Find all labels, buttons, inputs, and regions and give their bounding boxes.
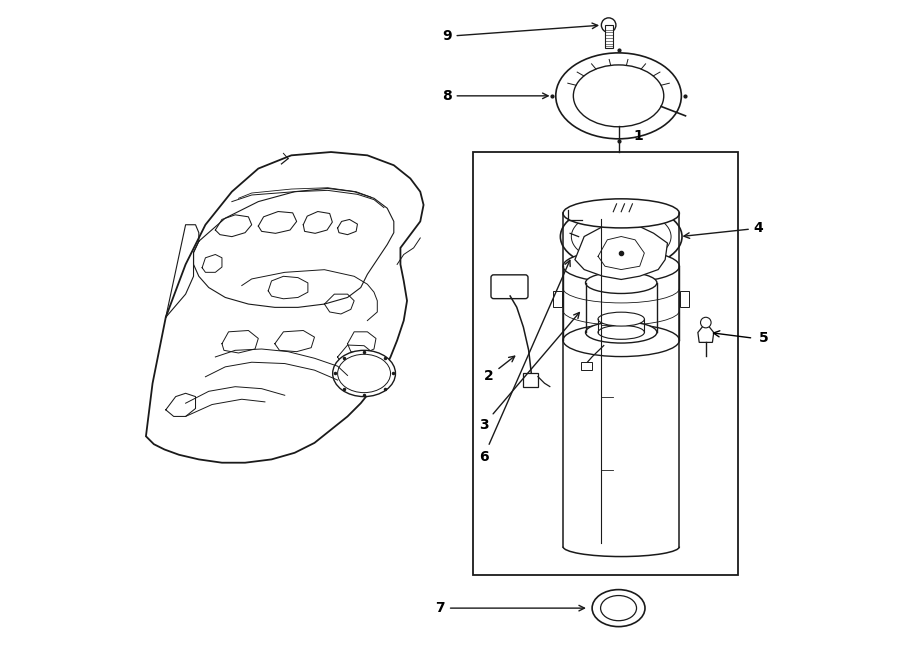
Bar [581,362,591,370]
Text: 1: 1 [633,128,643,143]
Ellipse shape [333,350,395,397]
Polygon shape [575,223,668,280]
Ellipse shape [598,325,644,339]
Ellipse shape [563,324,680,356]
Text: 3: 3 [479,313,580,432]
Ellipse shape [572,210,671,264]
Text: 2: 2 [484,356,515,383]
Text: 8: 8 [442,89,548,103]
Ellipse shape [563,199,680,228]
Circle shape [700,317,711,328]
Text: 7: 7 [436,601,584,615]
Ellipse shape [338,354,391,393]
Text: 6: 6 [479,260,571,463]
Text: 5: 5 [759,331,769,345]
Bar [605,25,613,48]
Ellipse shape [592,590,645,627]
Ellipse shape [561,204,682,270]
Polygon shape [146,152,424,463]
Bar [473,152,737,575]
Ellipse shape [563,250,680,282]
Circle shape [601,18,616,32]
Ellipse shape [598,312,644,326]
Polygon shape [698,323,714,342]
Bar [680,291,689,307]
Ellipse shape [573,65,664,127]
Bar [554,291,562,307]
Ellipse shape [556,53,681,139]
Ellipse shape [586,322,657,343]
Ellipse shape [600,596,636,621]
Ellipse shape [586,272,657,293]
Text: 9: 9 [442,23,598,44]
FancyBboxPatch shape [491,275,528,299]
Bar [524,373,538,387]
Text: 4: 4 [684,221,763,239]
